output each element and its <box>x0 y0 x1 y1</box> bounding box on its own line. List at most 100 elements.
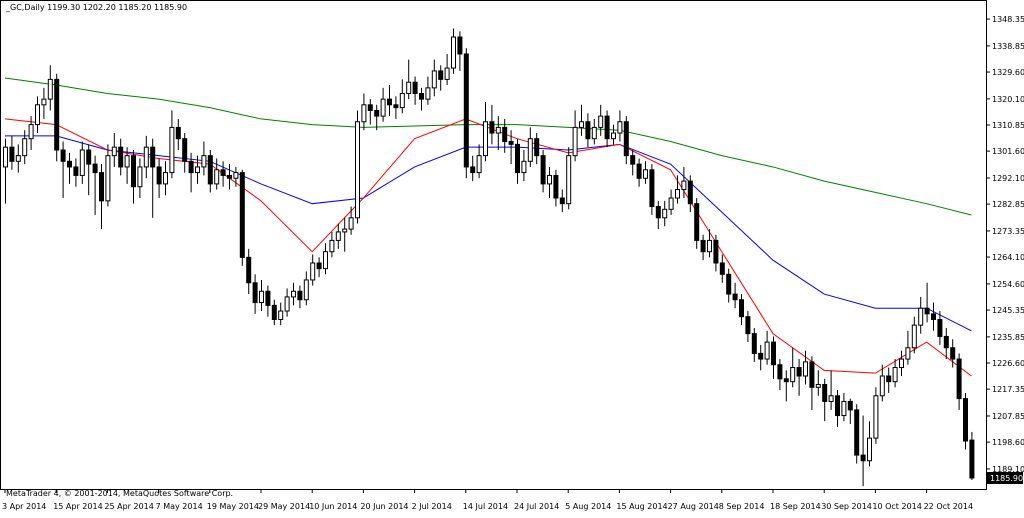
candle-body <box>150 146 156 168</box>
candle-body <box>886 375 892 383</box>
candle-body <box>707 239 712 253</box>
candle-body <box>495 126 501 134</box>
candle-body <box>259 290 264 304</box>
candle-body <box>207 155 213 185</box>
candle-body <box>9 146 15 162</box>
candle-body <box>687 180 693 205</box>
candle-body <box>86 149 92 165</box>
x-tick-label: 30 Sep 2014 <box>821 502 872 511</box>
x-tick-label: 27 Aug 2014 <box>668 502 719 511</box>
candle-body <box>822 383 828 402</box>
candle-body <box>265 290 271 306</box>
candle-body <box>425 87 431 100</box>
x-tick-label: 20 Jun 2014 <box>360 502 408 511</box>
candle-body <box>124 155 130 168</box>
x-tick-label: 19 May 2014 <box>207 502 259 511</box>
candle-body <box>463 53 469 168</box>
x-tick-label: 7 May 2014 <box>156 502 203 511</box>
candle-body <box>291 290 296 298</box>
candle-body <box>393 104 399 109</box>
candle-body <box>470 166 476 174</box>
y-tick-label: 1301.60 <box>992 147 1024 156</box>
candle-body <box>271 304 277 321</box>
candle-body <box>137 166 143 188</box>
candle-body <box>745 316 751 335</box>
candle-body <box>579 121 584 128</box>
y-tick-label: 1348.35 <box>992 15 1024 24</box>
y-tick-label: 1264.10 <box>992 253 1024 262</box>
candle-body <box>502 126 508 143</box>
candle-body <box>860 454 866 462</box>
candle-body <box>553 174 559 199</box>
candle-body <box>79 149 85 176</box>
candle-body <box>476 155 482 174</box>
x-tick-label: 14 Jul 2014 <box>463 502 508 511</box>
candle-body <box>956 358 962 400</box>
candle-body <box>201 155 207 168</box>
candle-body <box>118 146 124 168</box>
candle-body <box>489 121 495 134</box>
candle-body <box>828 395 834 402</box>
candle-body <box>867 437 872 462</box>
moving-average <box>5 135 972 332</box>
x-tick-label: 2 Jul 2014 <box>412 502 452 511</box>
x-tick-label: 3 Apr 2014 <box>2 502 46 511</box>
candle-body <box>566 155 572 205</box>
candle-body <box>950 347 956 360</box>
candle-body <box>598 115 604 128</box>
candle-body <box>841 400 847 417</box>
candle-body <box>131 155 136 188</box>
candle-body <box>681 180 687 191</box>
candle-body <box>790 367 796 383</box>
candle-body <box>643 169 648 179</box>
candle-body <box>316 262 322 270</box>
candle-body <box>355 121 360 219</box>
candle-body <box>617 121 623 134</box>
candle-body <box>28 124 34 140</box>
candle-body <box>227 174 232 179</box>
copyright: MetaTrader 4, © 2001-2014, MetaQuotes So… <box>6 489 233 498</box>
y-tick-label: 1198.60 <box>992 438 1024 447</box>
candle-body <box>303 279 309 301</box>
candle-body <box>387 98 392 106</box>
candle-body <box>636 163 642 179</box>
candle-body <box>604 115 610 140</box>
candle-body <box>374 109 380 117</box>
candle-body <box>47 78 53 100</box>
x-tick-label: 29 May 2014 <box>258 502 310 511</box>
candle-body <box>111 146 117 157</box>
candle-body <box>406 81 412 95</box>
y-tick-label: 1207.85 <box>992 412 1024 421</box>
candle-body <box>182 138 188 162</box>
candle-body <box>854 409 860 456</box>
candle-body <box>796 367 802 377</box>
candle-body <box>963 398 968 442</box>
candle-body <box>924 307 930 315</box>
candle-body <box>783 378 789 383</box>
candle-body <box>297 290 303 301</box>
candle-body <box>329 239 335 253</box>
candle-body <box>169 126 175 174</box>
candle-body <box>835 395 840 417</box>
x-tick-label: 15 Aug 2014 <box>616 502 667 511</box>
candle-body <box>399 93 405 109</box>
candle-body <box>931 313 936 321</box>
candle-body <box>380 98 386 117</box>
x-tick-label: 24 Jul 2014 <box>514 502 559 511</box>
candle-body <box>3 146 8 168</box>
candle-body <box>623 121 629 157</box>
candle-body <box>195 166 200 174</box>
candle-body <box>585 121 591 140</box>
candle-body <box>175 126 181 140</box>
y-tick-label: 1235.85 <box>992 333 1024 342</box>
candle-body <box>521 160 527 174</box>
candle-body <box>918 307 924 326</box>
candle-body <box>694 203 700 241</box>
candle-body <box>655 206 661 219</box>
candle-body <box>367 104 373 111</box>
candle-body <box>92 163 98 174</box>
candle-body <box>188 160 194 174</box>
y-tick-label: 1254.60 <box>992 280 1024 289</box>
candle-body <box>284 296 290 312</box>
